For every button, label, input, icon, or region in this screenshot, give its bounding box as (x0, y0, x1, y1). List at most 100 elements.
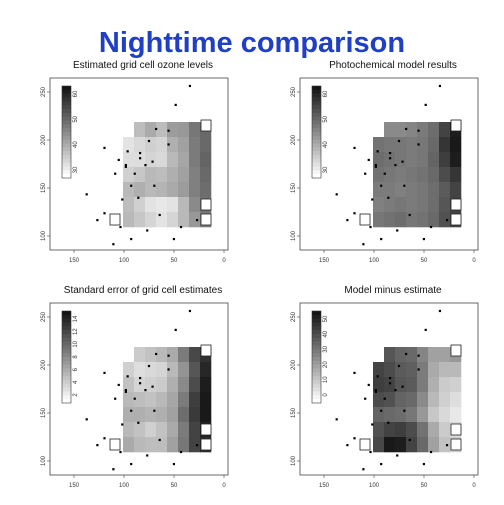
legend-step (312, 158, 321, 163)
grid-cell (439, 347, 451, 363)
boundary-box (450, 198, 462, 211)
station-point (103, 371, 106, 374)
x-tick-label: 150 (319, 483, 330, 489)
station-point (139, 376, 142, 380)
station-point (383, 172, 386, 175)
station-point (158, 213, 161, 217)
grid-cell (428, 362, 440, 378)
station-point (124, 165, 127, 168)
station-point (376, 150, 379, 153)
grid-cell (406, 212, 418, 228)
grid-cell (439, 377, 451, 393)
station-point (155, 352, 158, 356)
legend-step (62, 124, 71, 129)
station-point (121, 423, 124, 426)
grid-cell (123, 377, 135, 393)
x-tick-label: 50 (171, 258, 178, 264)
legend-tick-label: 8 (73, 355, 79, 359)
station-point (146, 229, 149, 232)
grid-cell (406, 377, 418, 393)
panel-title-model-minus-estimate: Model minus estimate (344, 285, 442, 296)
station-point (408, 213, 411, 217)
legend-tick-label: 60 (73, 90, 79, 97)
station-point (121, 198, 124, 201)
grid-cell (450, 152, 462, 168)
legend-step (312, 109, 321, 114)
grid-cell (134, 422, 146, 438)
y-tick-label: 150 (291, 407, 297, 418)
grid-cell (189, 137, 201, 153)
station-point (119, 225, 122, 229)
legend-step (312, 86, 321, 91)
legend-tick-label: 60 (323, 90, 329, 97)
grid-cell (395, 407, 407, 423)
grid-cell (450, 377, 462, 393)
station-point (396, 229, 399, 232)
legend-step (62, 322, 71, 327)
grid-cell (189, 122, 201, 138)
grid-cell (439, 392, 451, 408)
station-point (417, 368, 420, 371)
grid-cell (384, 137, 396, 153)
grid-cell (189, 407, 201, 423)
station-point (389, 157, 392, 160)
grid-cell (373, 392, 385, 408)
grid-cell (167, 182, 179, 198)
station-point (151, 385, 154, 388)
station-point (367, 383, 370, 387)
station-point (130, 409, 133, 412)
station-point (369, 450, 372, 454)
grid-cell (417, 182, 429, 198)
station-point (408, 438, 411, 442)
station-point (335, 193, 338, 196)
legend-step (312, 112, 321, 117)
legend-step (62, 101, 71, 106)
y-tick-label: 200 (41, 134, 47, 145)
boundary-box (359, 213, 371, 226)
legend-step (312, 155, 321, 160)
legend-step (312, 349, 321, 354)
legend-step (62, 109, 71, 114)
station-point (389, 376, 392, 380)
grid-cell (200, 137, 212, 153)
y-tick-label: 250 (41, 311, 47, 322)
station-point (383, 397, 386, 400)
legend-step (312, 170, 321, 175)
legend-step (312, 334, 321, 339)
legend-step (312, 162, 321, 167)
grid-cell (373, 137, 385, 153)
station-point (174, 328, 177, 331)
grid-cell (167, 167, 179, 183)
station-point (364, 172, 367, 175)
legend-step (62, 97, 71, 102)
grid-cell (167, 407, 179, 423)
legend-step (312, 105, 321, 110)
grid-cell (156, 362, 168, 378)
x-tick-label: 150 (319, 258, 330, 264)
grid-cell (134, 152, 146, 168)
legend-step (62, 391, 71, 396)
grid-cell (134, 212, 146, 228)
station-point (124, 389, 127, 392)
legend-step (62, 147, 71, 152)
station-point (362, 468, 365, 471)
grid-cell (406, 137, 418, 153)
grid-cell (167, 197, 179, 213)
station-point (179, 450, 183, 454)
grid-cell (189, 377, 201, 393)
station-point (96, 219, 99, 222)
grid-cell (406, 362, 418, 378)
plot-frame (49, 77, 229, 251)
station-point (96, 444, 99, 447)
grid-cell (439, 182, 451, 198)
legend-step (62, 326, 71, 331)
boundary-box (200, 344, 212, 357)
grid-cell (428, 377, 440, 393)
legend-step (62, 89, 71, 94)
grid-cell (167, 347, 179, 363)
grid-cell (417, 407, 429, 423)
station-point (335, 418, 338, 421)
grid-cell (123, 152, 135, 168)
legend-step (312, 135, 321, 140)
